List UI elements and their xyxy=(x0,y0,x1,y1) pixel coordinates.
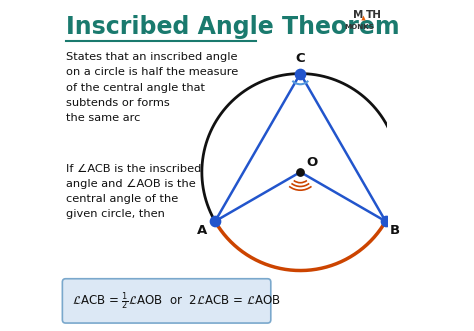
Point xyxy=(211,219,219,224)
Text: TH: TH xyxy=(366,10,383,20)
Text: If ∠ACB is the inscribed
angle and ∠AOB is the
central angle of the
given circle: If ∠ACB is the inscribed angle and ∠AOB … xyxy=(65,164,201,219)
Point xyxy=(297,71,304,76)
Text: Inscribed Angle Theorem: Inscribed Angle Theorem xyxy=(65,15,399,38)
Text: States that an inscribed angle
on a circle is half the measure
of the central an: States that an inscribed angle on a circ… xyxy=(65,52,238,123)
Polygon shape xyxy=(361,16,365,21)
Point xyxy=(382,219,390,224)
Point xyxy=(297,169,304,175)
Text: O: O xyxy=(306,156,317,169)
Text: M: M xyxy=(353,10,363,20)
Text: B: B xyxy=(390,224,400,237)
Text: C: C xyxy=(295,52,305,66)
Text: $\mathcal{L}$ACB = $\frac{1}{2}$$\mathcal{L}$AOB  or  2$\mathcal{L}$ACB = $\math: $\mathcal{L}$ACB = $\frac{1}{2}$$\mathca… xyxy=(72,290,281,311)
FancyBboxPatch shape xyxy=(63,279,271,323)
Text: MONKS: MONKS xyxy=(345,24,374,30)
Text: A: A xyxy=(197,224,207,237)
